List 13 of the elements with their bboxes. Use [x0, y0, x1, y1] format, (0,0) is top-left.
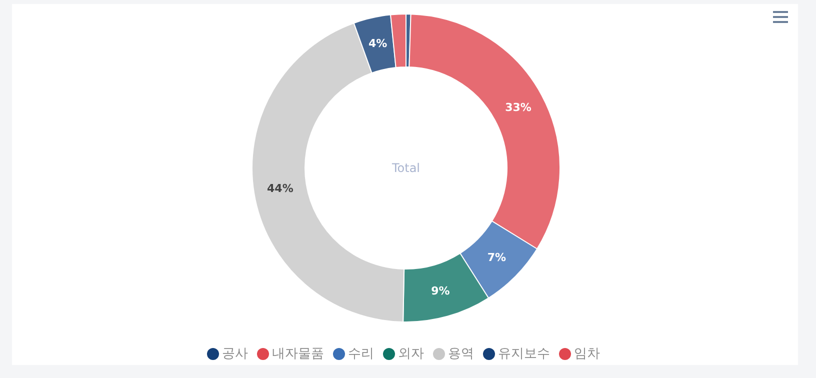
data-label: 7% — [487, 251, 506, 264]
text: Total — [390, 161, 420, 175]
legend-label: 내자물품 — [272, 346, 324, 362]
legend-label: 용역 — [448, 346, 474, 362]
data-label: 44% — [267, 182, 294, 196]
legend-label: 유지보수 — [498, 346, 550, 362]
legend-label: 수리 — [348, 346, 374, 362]
legend-label: 공사 — [222, 346, 248, 362]
legend-label: 외자 — [398, 346, 424, 362]
data-label: 33% — [505, 101, 532, 114]
legend-label: 임차 — [574, 346, 600, 362]
data-label: 9% — [431, 284, 450, 298]
data-label: 4% — [368, 37, 388, 50]
